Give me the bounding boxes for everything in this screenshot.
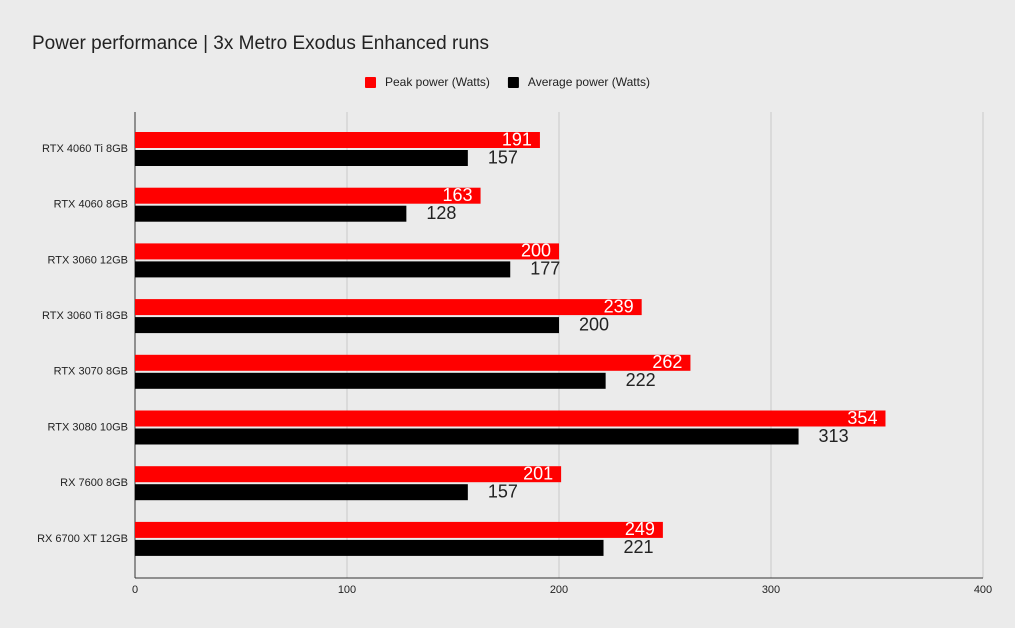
legend-label: Average power (Watts) [528,75,650,89]
x-tick-label: 300 [762,584,780,596]
y-tick-label: RTX 4060 Ti 8GB [42,143,128,155]
bar [135,372,606,389]
value-label: 200 [579,314,609,334]
y-tick-label: RTX 3060 Ti 8GB [42,310,128,322]
value-label: 200 [521,241,551,261]
bar [135,521,663,538]
value-label: 313 [819,426,849,446]
bar [135,428,799,445]
legend-swatch [365,77,376,88]
y-tick-label: RX 7600 8GB [60,477,128,489]
bar [135,410,886,427]
value-label: 262 [652,352,682,372]
value-label: 201 [523,463,553,483]
y-tick-label: RTX 4060 8GB [54,199,128,211]
value-label: 177 [530,259,560,279]
y-tick-label: RTX 3060 12GB [47,254,128,266]
value-label: 163 [443,185,473,205]
value-label: 354 [847,408,877,428]
bar [135,299,642,316]
y-tick-label: RTX 3080 10GB [47,421,128,433]
value-label: 157 [488,481,518,501]
bar [135,150,468,166]
x-tick-label: 400 [974,584,992,596]
x-tick-label: 0 [132,584,138,596]
bar [135,317,559,334]
x-tick-label: 100 [338,584,356,596]
bar [135,539,604,556]
value-label: 249 [625,519,655,539]
value-label: 128 [426,203,456,223]
chart-title: Power performance | 3x Metro Exodus Enha… [32,33,489,54]
value-label: 239 [604,296,634,316]
bar [135,484,468,501]
y-tick-label: RTX 3070 8GB [54,366,128,378]
bar [135,466,562,483]
value-label: 222 [626,370,656,390]
legend-swatch [507,77,519,88]
bar [135,187,481,204]
legend-label: Peak power (Watts) [385,75,490,89]
value-label: 191 [502,129,532,149]
value-label: 221 [624,537,654,557]
bar [135,243,559,260]
bar [135,132,540,148]
y-tick-label: RX 6700 XT 12GB [37,533,128,545]
bar [135,205,407,222]
value-label: 157 [488,147,518,167]
x-tick-label: 200 [550,584,568,596]
bar [135,261,511,278]
bar [135,354,691,371]
